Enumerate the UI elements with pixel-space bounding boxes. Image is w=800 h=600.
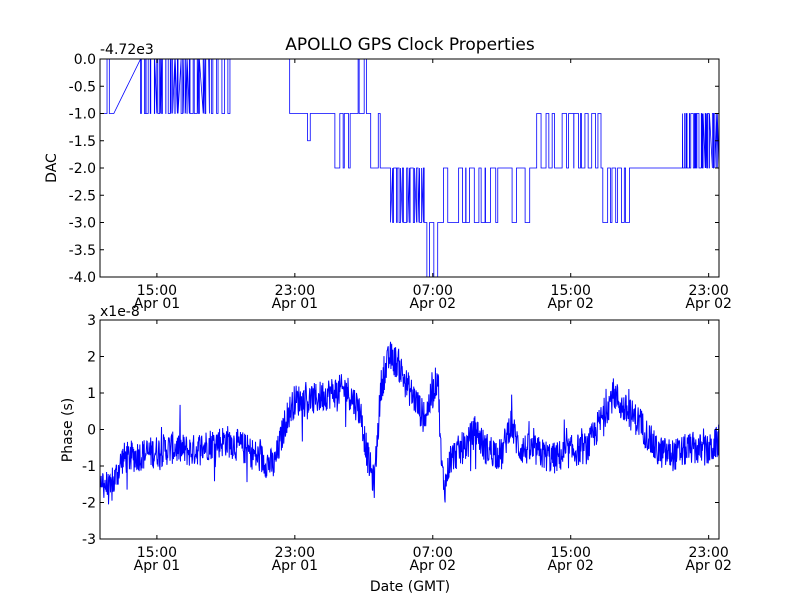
x-tick-label-time: 15:00 bbox=[551, 283, 591, 299]
y-tick-label: -3.0 bbox=[69, 216, 96, 232]
phase-panel: x1e-8 Phase (s) Date (GMT) 3 2 1 0 -1 -2 -3 15:… bbox=[60, 304, 732, 595]
x-tick-label-date: Apr 02 bbox=[685, 558, 731, 574]
x-tick-label-date: Apr 02 bbox=[410, 296, 456, 312]
y-tick-label: -3.5 bbox=[69, 243, 96, 259]
phase-y-axis-label: Phase (s) bbox=[60, 398, 76, 462]
x-tick-label-date: Apr 01 bbox=[272, 558, 318, 574]
plot-frame bbox=[99, 319, 720, 540]
dac-plot-area: 0.0 -0.5 -1.0 -1.5 -2.0 -2.5 -3.0 -3.5 -4.0 15:00… bbox=[69, 52, 732, 312]
chart-title: APOLLO GPS Clock Properties bbox=[285, 35, 535, 55]
x-tick-label-date: Apr 02 bbox=[547, 296, 593, 312]
dac-series-line bbox=[100, 59, 719, 277]
x-tick-label-time: 23:00 bbox=[275, 545, 315, 561]
x-tick-label-date: Apr 02 bbox=[410, 558, 456, 574]
phase-series-line bbox=[100, 341, 719, 505]
x-tick-label-date: Apr 01 bbox=[134, 558, 180, 574]
y-tick-label: 2 bbox=[87, 350, 96, 366]
y-tick-label: 0 bbox=[87, 423, 96, 439]
y-tick-label: -2 bbox=[82, 496, 96, 512]
x-tick-label-time: 07:00 bbox=[413, 283, 453, 299]
y-tick-label: -1.0 bbox=[69, 107, 96, 123]
y-tick-label: -0.5 bbox=[69, 79, 96, 95]
y-tick-label: -2.5 bbox=[69, 188, 96, 204]
x-tick-label-date: Apr 01 bbox=[272, 296, 318, 312]
y-tick-label: -1 bbox=[82, 459, 96, 475]
y-tick-label: -1.5 bbox=[69, 134, 96, 150]
x-tick-label-date: Apr 02 bbox=[547, 558, 593, 574]
y-tick-label: 3 bbox=[87, 313, 96, 329]
x-tick-label-time: 15:00 bbox=[137, 545, 177, 561]
phase-x-axis-label: Date (GMT) bbox=[370, 579, 450, 595]
x-tick-label-date: Apr 02 bbox=[685, 296, 731, 312]
x-tick-label-time: 23:00 bbox=[275, 283, 315, 299]
y-tick-label: 1 bbox=[87, 386, 96, 402]
dac-y-axis-label: DAC bbox=[44, 153, 60, 183]
y-tick-label: -3 bbox=[82, 532, 96, 548]
y-tick-label: -2.0 bbox=[69, 161, 96, 177]
x-tick-label-time: 15:00 bbox=[551, 545, 591, 561]
x-tick-label-time: 07:00 bbox=[413, 545, 453, 561]
x-tick-label-time: 23:00 bbox=[688, 283, 728, 299]
y-tick-label: 0.0 bbox=[74, 52, 96, 68]
dac-panel: APOLLO GPS Clock Properties -4.72e3 DAC … bbox=[44, 35, 732, 312]
x-tick-label-date: Apr 01 bbox=[134, 296, 180, 312]
dac-offset-text: -4.72e3 bbox=[100, 42, 154, 58]
x-tick-label-time: 23:00 bbox=[688, 545, 728, 561]
y-tick-label: -4.0 bbox=[69, 270, 96, 286]
phase-offset-text: x1e-8 bbox=[100, 304, 140, 320]
x-tick-label-time: 15:00 bbox=[137, 283, 177, 299]
